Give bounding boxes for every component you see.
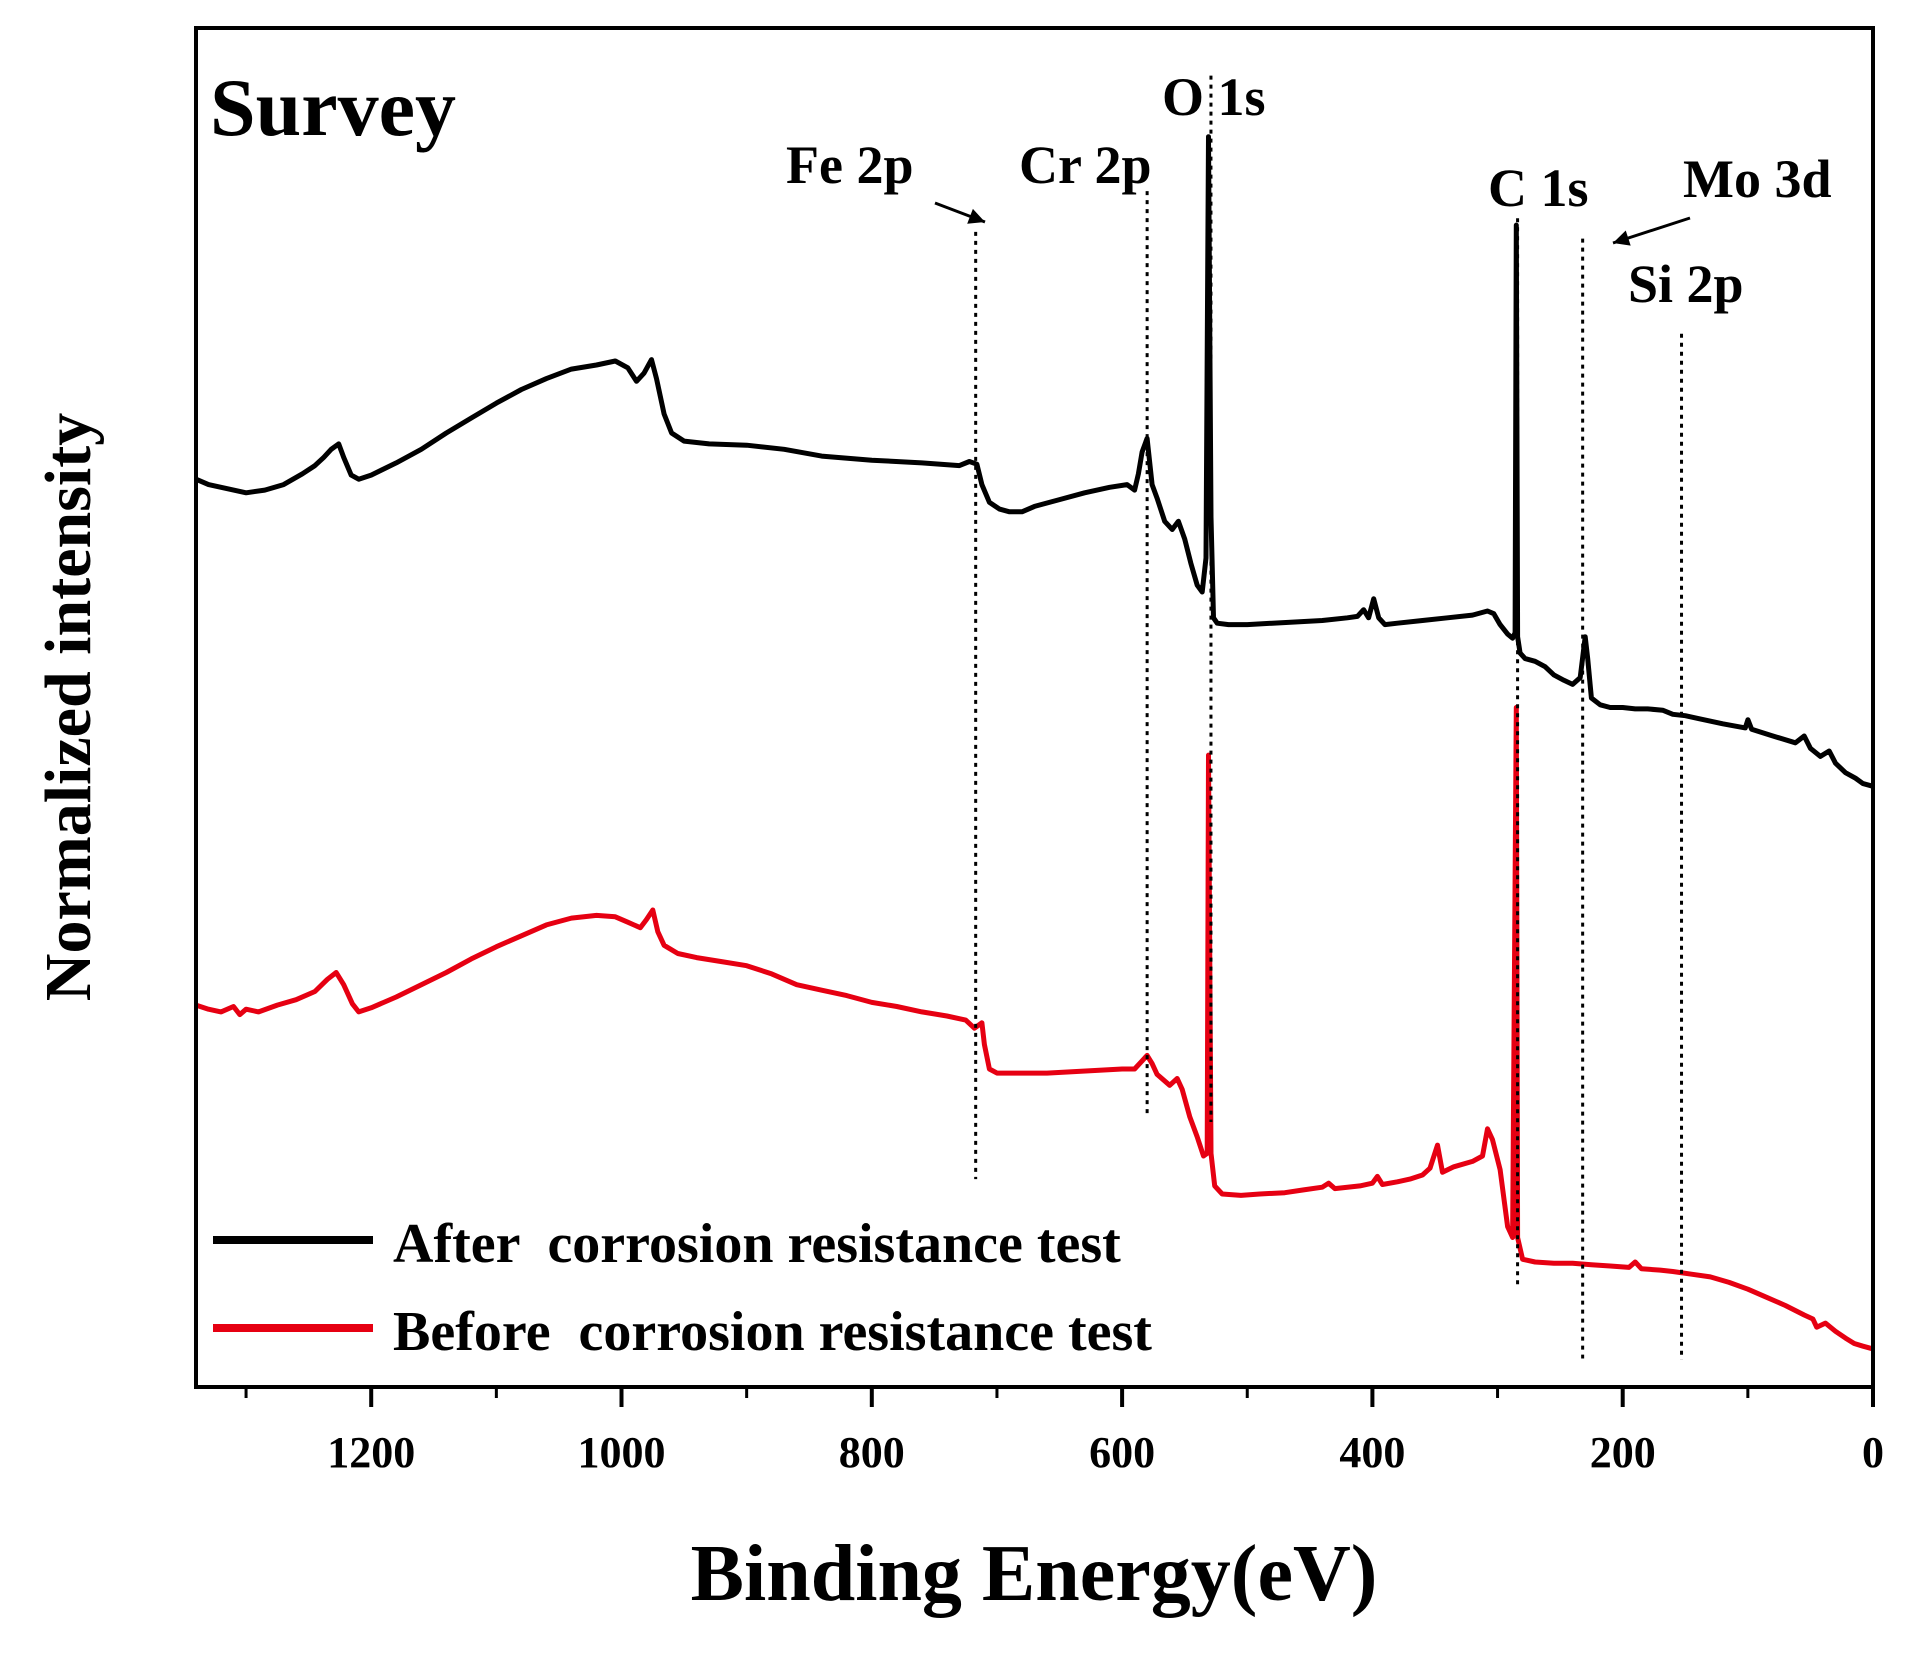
peak-label-3: C 1s xyxy=(1488,158,1589,218)
peak-label-4: Mo 3d xyxy=(1683,149,1832,209)
series-line-0 xyxy=(195,134,1874,789)
x-tick-label-3: 600 xyxy=(1089,1428,1155,1477)
y-axis-label: Normalized intensity xyxy=(32,413,105,1001)
x-tick-label-1: 1000 xyxy=(578,1428,666,1477)
x-tick-label-0: 1200 xyxy=(327,1428,415,1477)
mo-3d-arrow xyxy=(1612,216,1691,246)
chart-title: Survey xyxy=(210,62,456,153)
peak-label-1: Cr 2p xyxy=(1019,135,1152,195)
legend: After corrosion resistance test Before c… xyxy=(213,1213,1152,1363)
x-tick-label-5: 200 xyxy=(1590,1428,1656,1477)
fe-2p-arrow xyxy=(934,201,986,224)
legend-label-after: After corrosion resistance test xyxy=(393,1213,1121,1275)
x-tick-label-4: 400 xyxy=(1339,1428,1405,1477)
peak-label-2: O 1s xyxy=(1162,67,1266,127)
x-axis-label: Binding Energy(eV) xyxy=(691,1530,1378,1618)
series-layer xyxy=(195,134,1874,1352)
legend-label-before: Before corrosion resistance test xyxy=(393,1301,1152,1363)
x-axis-ticks: 1200 1000 800 600 400 200 0 xyxy=(244,1387,1884,1477)
reference-lines xyxy=(974,75,1684,1360)
peak-label-0: Fe 2p xyxy=(786,135,914,195)
peak-label-5: Si 2p xyxy=(1628,254,1744,314)
x-tick-label-2: 800 xyxy=(839,1428,905,1477)
x-tick-label-6: 0 xyxy=(1862,1428,1884,1477)
peak-annotations: Fe 2p Cr 2pO 1s C 1s Mo 3d Si 2p xyxy=(786,67,1832,314)
series-line-1 xyxy=(195,705,1874,1352)
plot-frame xyxy=(194,26,1875,1389)
